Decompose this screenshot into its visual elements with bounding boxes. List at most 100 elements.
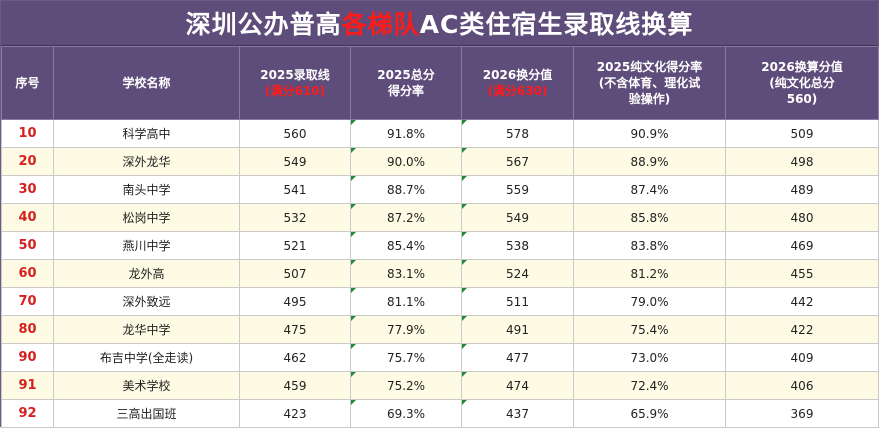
cell-school: 龙外高 — [53, 259, 240, 288]
cell-school: 深外致远 — [53, 287, 240, 316]
cell-score-2026: 524 — [461, 259, 574, 288]
header-school: 学校名称 — [53, 46, 240, 120]
table-row: 92 三高出国班 423 69.3% 437 65.9% 369 — [1, 399, 879, 428]
cell-school: 深外龙华 — [53, 147, 240, 176]
table-row: 10 科学高中 560 91.8% 578 90.9% 509 — [1, 119, 879, 148]
cell-pure-2026: 489 — [725, 175, 879, 204]
cell-school: 科学高中 — [53, 119, 240, 148]
cell-pure-2026: 455 — [725, 259, 879, 288]
header-rate-2025: 2025总分 得分率 — [350, 46, 462, 120]
cell-school: 燕川中学 — [53, 231, 240, 260]
cell-score-2026: 538 — [461, 231, 574, 260]
cell-pure-2026: 406 — [725, 371, 879, 400]
cell-pure-rate: 65.9% — [573, 399, 726, 428]
cell-rate-2025: 91.8% — [350, 119, 462, 148]
cell-score-2025: 521 — [239, 231, 351, 260]
table-body: 10 科学高中 560 91.8% 578 90.9% 509 20 深外龙华 549 90.0% 5… — [1, 119, 879, 428]
header-score-2026: 2026换分值 (满分630) — [461, 46, 574, 120]
cell-rank: 90 — [1, 343, 54, 372]
title-highlight: 各梯队 — [341, 10, 420, 39]
cell-score-2026: 549 — [461, 203, 574, 232]
cell-rate-2025: 90.0% — [350, 147, 462, 176]
cell-pure-2026: 369 — [725, 399, 879, 428]
cell-pure-rate: 79.0% — [573, 287, 726, 316]
cell-score-2026: 477 — [461, 343, 574, 372]
cell-pure-rate: 72.4% — [573, 371, 726, 400]
cell-school: 龙华中学 — [53, 315, 240, 344]
cell-rate-2025: 85.4% — [350, 231, 462, 260]
table-row: 30 南头中学 541 88.7% 559 87.4% 489 — [1, 175, 879, 204]
cell-pure-rate: 88.9% — [573, 147, 726, 176]
cell-school: 美术学校 — [53, 371, 240, 400]
cell-rank: 70 — [1, 287, 54, 316]
cell-rank: 30 — [1, 175, 54, 204]
cell-pure-2026: 498 — [725, 147, 879, 176]
admission-table: 序号 学校名称 2025录取线 (满分610) 2025总分 得分率 2026换分值… — [1, 46, 879, 428]
cell-rate-2025: 75.2% — [350, 371, 462, 400]
cell-pure-rate: 87.4% — [573, 175, 726, 204]
title-part1: 深圳公办普高 — [185, 10, 342, 39]
cell-school: 松岗中学 — [53, 203, 240, 232]
page-title: 深圳公办普高 各梯队 AC类住宿生录取线换算 — [1, 1, 878, 46]
table-row: 70 深外致远 495 81.1% 511 79.0% 442 — [1, 287, 879, 316]
cell-pure-rate: 90.9% — [573, 119, 726, 148]
cell-rank: 60 — [1, 259, 54, 288]
table-row: 80 龙华中学 475 77.9% 491 75.4% 422 — [1, 315, 879, 344]
cell-score-2025: 462 — [239, 343, 351, 372]
cell-school: 布吉中学(全走读) — [53, 343, 240, 372]
cell-score-2026: 578 — [461, 119, 574, 148]
table-row: 40 松岗中学 532 87.2% 549 85.8% 480 — [1, 203, 879, 232]
cell-rate-2025: 81.1% — [350, 287, 462, 316]
cell-score-2025: 541 — [239, 175, 351, 204]
cell-score-2026: 491 — [461, 315, 574, 344]
cell-score-2025: 507 — [239, 259, 351, 288]
cell-pure-2026: 422 — [725, 315, 879, 344]
table-row: 50 燕川中学 521 85.4% 538 83.8% 469 — [1, 231, 879, 260]
cell-pure-2026: 480 — [725, 203, 879, 232]
cell-score-2025: 532 — [239, 203, 351, 232]
cell-rate-2025: 83.1% — [350, 259, 462, 288]
cell-score-2025: 495 — [239, 287, 351, 316]
cell-score-2025: 475 — [239, 315, 351, 344]
cell-pure-2026: 442 — [725, 287, 879, 316]
cell-score-2026: 474 — [461, 371, 574, 400]
cell-score-2026: 511 — [461, 287, 574, 316]
header-row: 序号 学校名称 2025录取线 (满分610) 2025总分 得分率 2026换分值… — [1, 46, 879, 120]
cell-rate-2025: 88.7% — [350, 175, 462, 204]
cell-pure-rate: 81.2% — [573, 259, 726, 288]
cell-pure-rate: 75.4% — [573, 315, 726, 344]
cell-score-2025: 560 — [239, 119, 351, 148]
header-rank: 序号 — [1, 46, 54, 120]
cell-score-2025: 459 — [239, 371, 351, 400]
cell-rank: 80 — [1, 315, 54, 344]
cell-pure-2026: 469 — [725, 231, 879, 260]
cell-rank: 20 — [1, 147, 54, 176]
header-pure-2026: 2026换算分值 (纯文化总分 560) — [725, 46, 879, 120]
cell-score-2025: 423 — [239, 399, 351, 428]
cell-rank: 91 — [1, 371, 54, 400]
cell-score-2026: 437 — [461, 399, 574, 428]
cell-pure-rate: 73.0% — [573, 343, 726, 372]
cell-rank: 50 — [1, 231, 54, 260]
cell-pure-rate: 85.8% — [573, 203, 726, 232]
table-row: 60 龙外高 507 83.1% 524 81.2% 455 — [1, 259, 879, 288]
cell-rate-2025: 75.7% — [350, 343, 462, 372]
table-row: 20 深外龙华 549 90.0% 567 88.9% 498 — [1, 147, 879, 176]
cell-pure-rate: 83.8% — [573, 231, 726, 260]
cell-school: 南头中学 — [53, 175, 240, 204]
cell-pure-2026: 509 — [725, 119, 879, 148]
title-part2: AC类住宿生录取线换算 — [419, 10, 694, 39]
cell-score-2026: 567 — [461, 147, 574, 176]
cell-rank: 10 — [1, 119, 54, 148]
cell-rate-2025: 77.9% — [350, 315, 462, 344]
table-row: 91 美术学校 459 75.2% 474 72.4% 406 — [1, 371, 879, 400]
table-row: 90 布吉中学(全走读) 462 75.7% 477 73.0% 409 — [1, 343, 879, 372]
cell-score-2026: 559 — [461, 175, 574, 204]
cell-school: 三高出国班 — [53, 399, 240, 428]
cell-rank: 92 — [1, 399, 54, 428]
header-score-2025: 2025录取线 (满分610) — [239, 46, 351, 120]
cell-rank: 40 — [1, 203, 54, 232]
cell-rate-2025: 87.2% — [350, 203, 462, 232]
cell-score-2025: 549 — [239, 147, 351, 176]
